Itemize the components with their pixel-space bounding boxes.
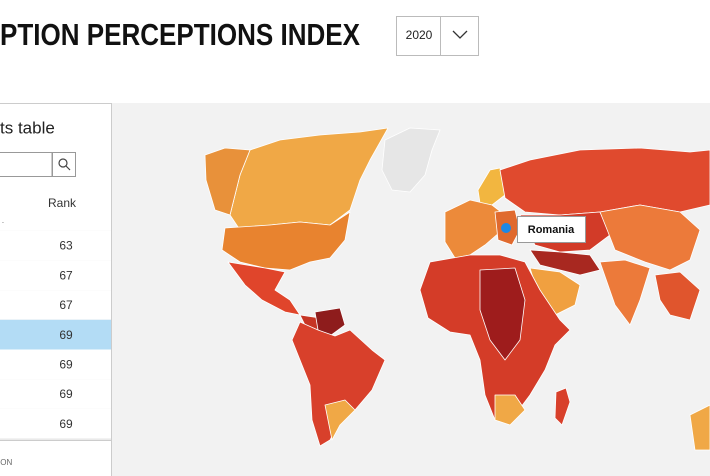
tooltip-label: Romania <box>528 224 575 236</box>
rank-value: 63 <box>59 239 73 253</box>
greenland <box>381 127 441 193</box>
india <box>599 259 651 326</box>
year-dropdown[interactable]: 2020 <box>396 16 479 56</box>
dropdown-value: 2020 <box>406 28 433 42</box>
table-row[interactable]: 69 <box>0 379 111 410</box>
row-background <box>0 408 111 439</box>
usa <box>221 211 351 271</box>
western-europe <box>444 199 506 259</box>
row-group: 63 ipe 63 67 67 69 69 69 69 <box>0 209 111 440</box>
column-header: Rank <box>48 196 77 210</box>
tooltip-box <box>517 216 586 243</box>
central-africa <box>479 267 526 361</box>
table-row[interactable]: 67 <box>0 290 111 321</box>
canada <box>229 127 389 231</box>
table-row[interactable]: 69 <box>0 319 111 351</box>
map-tooltip: Romania <box>501 216 586 243</box>
rank-value: 69 <box>59 328 73 342</box>
table-row[interactable]: 63 <box>0 230 111 262</box>
alaska <box>204 147 251 216</box>
australia <box>689 404 710 451</box>
rank-value: 69 <box>59 358 73 372</box>
russia <box>499 147 710 216</box>
venezuela <box>314 307 346 337</box>
row-background <box>0 349 111 380</box>
sidebar-title: ts table <box>0 118 55 137</box>
china <box>599 204 701 271</box>
row-background <box>0 222 111 231</box>
country-name: ipe <box>0 209 15 223</box>
search[interactable] <box>0 152 76 177</box>
page-title: PTION PERCEPTIONS INDEX <box>0 17 360 52</box>
table-row[interactable]: 69 <box>0 349 111 381</box>
mexico <box>227 261 301 316</box>
middle-east <box>529 249 601 276</box>
row-background <box>0 319 111 350</box>
row-background <box>0 290 111 320</box>
search-input[interactable] <box>0 152 53 177</box>
row-background <box>0 379 111 409</box>
dropdown-box <box>396 16 479 56</box>
world-map <box>204 127 710 451</box>
southeast-asia <box>654 271 701 321</box>
rank-value: 69 <box>59 417 73 431</box>
table-row[interactable]: 69 <box>0 408 111 440</box>
selected-country-dot <box>501 223 511 233</box>
south-africa <box>494 394 526 426</box>
rank-value: 67 <box>59 268 73 282</box>
search-button[interactable] <box>52 152 76 177</box>
footer-text: ION <box>0 458 12 467</box>
rank-value: 67 <box>59 298 73 312</box>
rank-value: 63 <box>59 209 73 223</box>
table-row[interactable]: 67 <box>0 260 111 292</box>
chile-uruguay <box>324 399 356 441</box>
rank-value: 69 <box>59 387 73 401</box>
search-icon-handle <box>65 165 71 171</box>
table-rows: 63 ipe 63 67 67 69 69 69 69 <box>0 209 111 440</box>
madagascar <box>554 387 571 426</box>
row-background <box>0 230 111 261</box>
dropdown-chevron <box>452 30 468 39</box>
row-background <box>0 260 111 291</box>
search-icon <box>58 158 68 168</box>
